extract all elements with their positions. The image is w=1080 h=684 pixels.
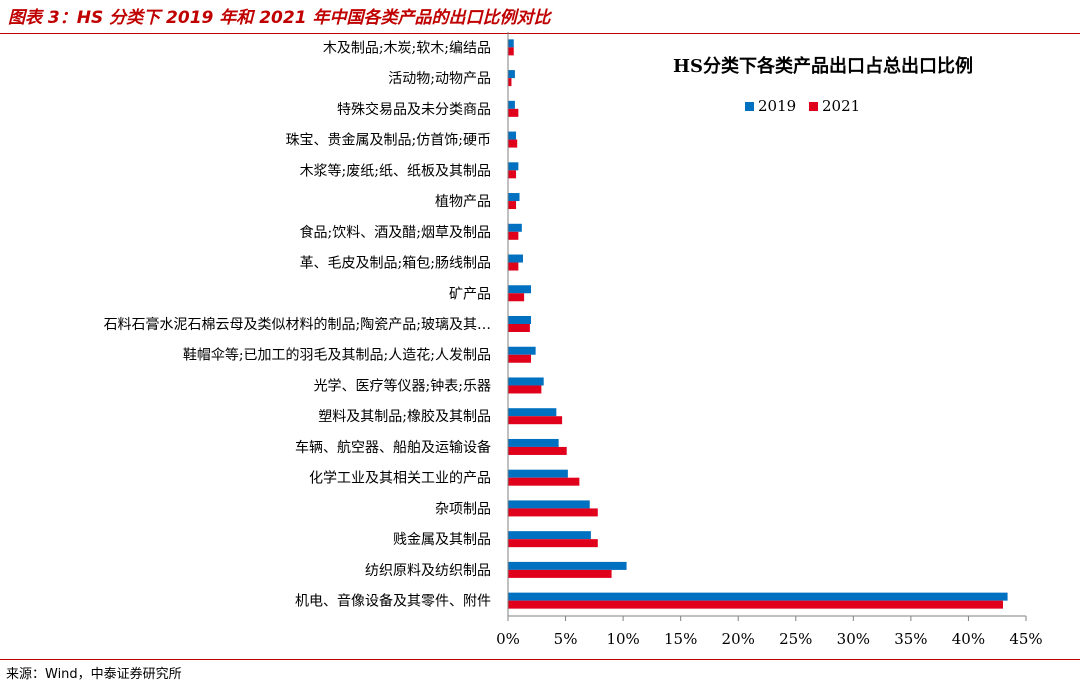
x-tick-label: 5% [554,630,578,648]
category-label: 木及制品;木炭;软木;编结品 [323,40,491,56]
bar-2019 [508,131,517,140]
category-label: 车辆、航空器、船舶及运输设备 [295,439,491,456]
x-tick-label: 10% [606,630,639,648]
category-label: 食品;饮料、酒及醋;烟草及制品 [300,224,491,241]
bar-2021 [508,293,525,302]
bar-2021 [508,600,1003,609]
x-tick-label: 15% [664,630,697,648]
bar-2021 [508,262,519,271]
bar-2019 [508,346,536,355]
x-tick-label: 25% [779,630,812,648]
bar-2019 [508,100,515,109]
x-tick-label: 30% [837,630,870,648]
legend-label-2021: 2021 [822,97,860,115]
bar-2021 [508,324,530,332]
bar-2021 [508,569,612,578]
category-label: 贱金属及其制品 [393,532,491,548]
bar-2019 [508,285,532,294]
bar-2021 [508,231,519,240]
bar-2021 [508,508,598,517]
bar-2019 [508,193,520,202]
category-label: 石料石膏水泥石棉云母及类似材料的制品;陶瓷产品;玻璃及其… [104,316,491,333]
legend-swatch-2019 [745,102,754,111]
legend-label-2019: 2019 [758,97,796,115]
category-label: 珠宝、贵金属及制品;仿首饰;硬币 [286,133,491,149]
category-label: 鞋帽伞等;已加工的羽毛及其制品;人造花;人发制品 [183,347,491,364]
bar-2019 [508,377,544,386]
category-label: 机电、音像设备及其零件、附件 [295,593,491,610]
bar-2021 [508,78,512,87]
bar-2019 [508,438,559,447]
x-tick-label: 20% [722,630,755,648]
bar-2019 [508,408,557,417]
bar-2021 [508,446,567,455]
bar-2019 [508,531,591,540]
bar-2021 [508,539,598,548]
plot-area: 木及制品;木炭;软木;编结品活动物;动物产品特殊交易品及未分类商品珠宝、贵金属及… [104,32,1043,648]
title-rule [0,33,1080,34]
bar-2019 [508,316,532,324]
bar-2019 [508,592,1008,601]
bar-2019 [508,39,514,48]
category-label: 革、毛皮及制品;箱包;肠线制品 [300,256,491,272]
category-label: 杂项制品 [435,501,491,517]
category-label: 植物产品 [435,194,491,210]
bar-2021 [508,201,517,210]
bar-2019 [508,223,522,232]
category-label: 矿产品 [449,286,491,302]
chart-title: HS分类下各类产品出口占总出口比例 [673,55,973,77]
source-rule [0,659,1080,660]
bar-2021 [508,47,514,56]
category-label: 活动物;动物产品 [388,71,491,87]
bar-2021 [508,354,532,363]
bar-2021 [508,477,580,486]
category-label: 特殊交易品及未分类商品 [337,101,491,118]
x-tick-label: 0% [496,630,520,648]
bar-2021 [508,385,542,394]
bar-2021 [508,139,518,148]
bar-2019 [508,500,590,509]
category-label: 木浆等;废纸;纸、纸板及其制品 [300,162,491,179]
source-note: 来源：Wind，中泰证券研究所 [6,667,182,682]
bar-2019 [508,254,523,263]
x-tick-label: 35% [894,630,927,648]
bar-2019 [508,469,568,478]
legend-swatch-2021 [809,102,818,111]
bar-2019 [508,561,627,570]
x-tick-label: 45% [1009,630,1042,648]
bar-2019 [508,70,515,79]
bar-2021 [508,170,517,179]
legend: 2019 2021 [745,97,860,115]
bar-2019 [508,162,519,171]
category-label: 塑料及其制品;橡胶及其制品 [318,408,491,425]
bar-2021 [508,108,519,117]
category-label: 光学、医疗等仪器;钟表;乐器 [314,377,491,394]
bar-2021 [508,416,563,425]
figure-title: 图表 3：HS 分类下 2019 年和 2021 年中国各类产品的出口比例对比 [8,8,551,28]
category-label: 纺织原料及纺织制品 [365,563,491,579]
category-label: 化学工业及其相关工业的产品 [309,471,491,487]
x-tick-label: 40% [952,630,985,648]
